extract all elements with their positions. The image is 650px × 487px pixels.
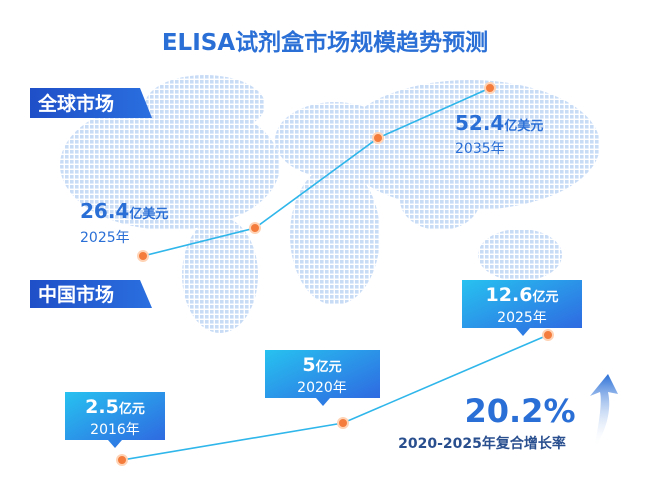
year: 2020年: [297, 380, 347, 396]
svg-text:5亿元: 5亿元: [302, 354, 341, 376]
points: [137, 82, 496, 262]
title: ELISA试剂盒市场规模趋势预测: [162, 29, 488, 56]
point-label: 52.4亿美元: [455, 111, 543, 135]
value: 2.5: [85, 396, 119, 418]
value: 52.4: [455, 111, 504, 135]
unit: 亿元: [119, 401, 145, 417]
year: 2025年: [80, 230, 130, 246]
growth-arrow: [590, 374, 618, 448]
unit: 亿美元: [504, 118, 543, 134]
unit: 亿元: [316, 359, 342, 375]
value: 26.4: [80, 199, 129, 223]
points: [116, 329, 554, 466]
banner-label: 中国市场: [38, 283, 114, 306]
callout: 5亿元 2020年: [265, 350, 380, 406]
value: 5: [302, 354, 315, 376]
banner-label: 全球市场: [37, 92, 114, 115]
svg-text:2.5亿元: 2.5亿元: [85, 396, 145, 418]
year: 2025年: [497, 310, 547, 326]
svg-text:12.6亿元: 12.6亿元: [486, 284, 559, 306]
year: 2035年: [455, 141, 505, 157]
callout: 12.6亿元 2025年: [462, 280, 582, 336]
point-label: 26.4亿美元: [80, 199, 168, 223]
banner: [30, 280, 152, 308]
unit: 亿元: [532, 289, 558, 305]
world-map: [60, 75, 600, 333]
value: 12.6: [486, 284, 533, 306]
banner: [30, 88, 152, 118]
trend-line: [142, 87, 491, 257]
callout: 2.5亿元 2016年: [65, 392, 165, 448]
year: 2016年: [90, 422, 140, 438]
unit: 亿美元: [129, 206, 168, 222]
cagr-label: 2020-2025年复合增长率: [398, 435, 566, 452]
cagr-value: 20.2%: [464, 392, 575, 430]
